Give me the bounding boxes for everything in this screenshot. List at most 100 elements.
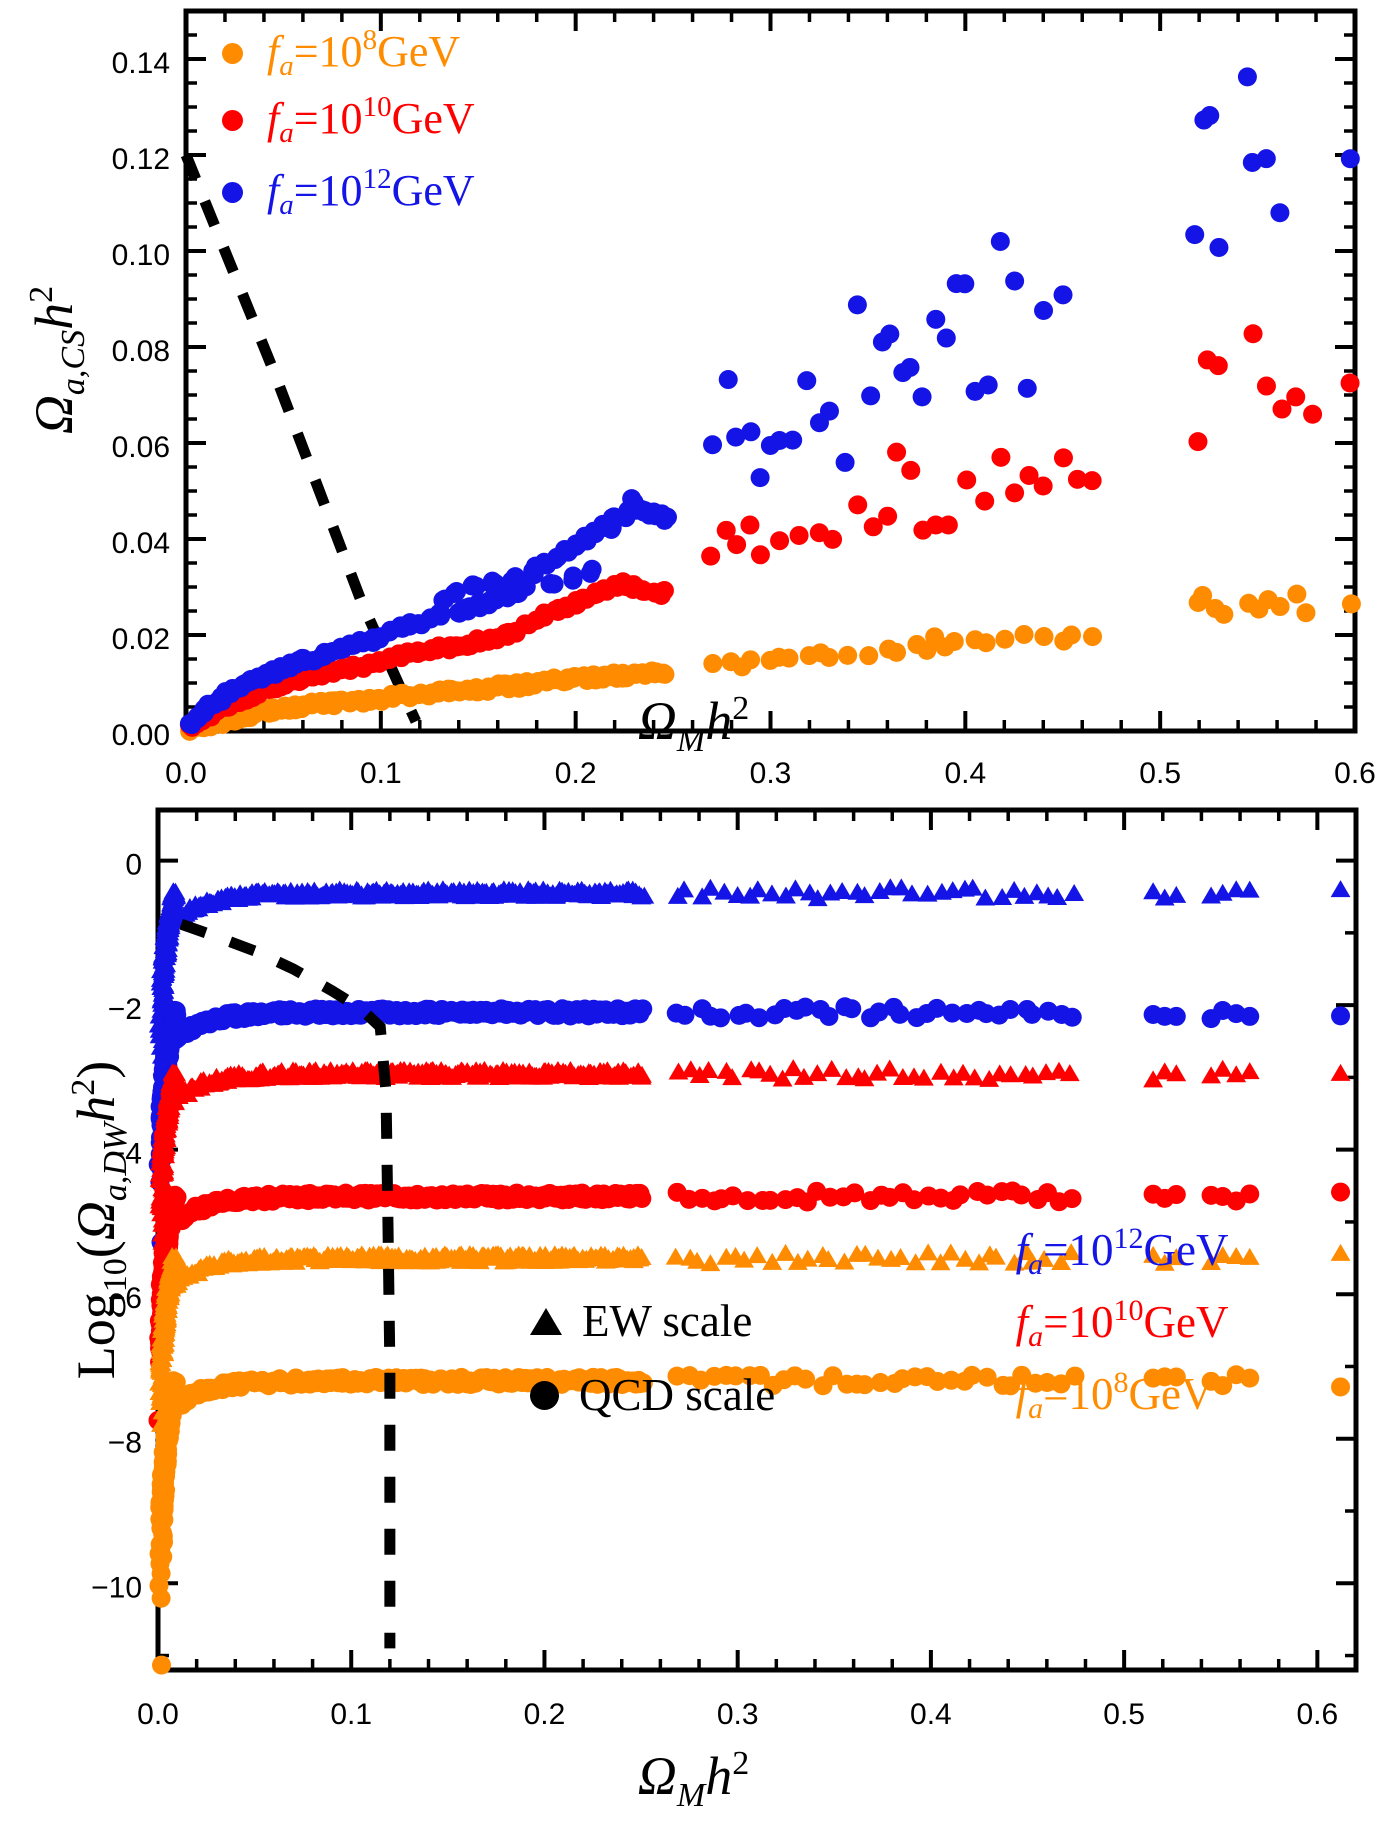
bottom-panel: Log10(Ωa,DWh2) ΩMh2 0.0 0.1 0.2 0.3 0.4 0.5 0.… — [0, 790, 1387, 1840]
legend-marker-circle-icon — [222, 109, 243, 131]
bottom-ytick-label: −2 — [108, 993, 142, 1026]
top-legend-item-0: fa=108GeV — [222, 22, 475, 84]
top-legend-2-f: f — [267, 165, 280, 215]
bottom-xlabel-h: h — [705, 1746, 733, 1806]
top-legend-1-eq: =10 — [293, 93, 363, 143]
top-legend-0-f: f — [267, 26, 280, 76]
bottom-fa-1-exp: 10 — [1113, 1294, 1144, 1327]
top-legend-0-unit: GeV — [377, 26, 461, 76]
bottom-marker-legend-0-label: EW scale — [582, 1296, 753, 1346]
top-legend-1-exp: 10 — [362, 90, 392, 123]
top-xtick-label: 0.3 — [750, 757, 792, 790]
bottom-fa-legend-item-1: fa=1010GeV — [1016, 1294, 1229, 1366]
bottom-fa-1-unit: GeV — [1143, 1297, 1229, 1347]
bottom-fa-2-sub: a — [1028, 1392, 1044, 1425]
bottom-ylabel-h: h — [66, 1095, 126, 1123]
top-ylabel-omega: Ω — [24, 395, 84, 435]
top-legend-item-1: fa=1010GeV — [222, 84, 475, 156]
bottom-fa-0-exp: 12 — [1113, 1222, 1144, 1255]
top-ylabel: Ωa,CSh2 — [23, 210, 93, 510]
top-xtick-label: 0.1 — [360, 757, 402, 790]
bottom-xtick-label: 0.4 — [910, 1698, 952, 1731]
bottom-fa-2-f: f — [1015, 1369, 1029, 1419]
bottom-band-circle — [148, 997, 1351, 1252]
top-xlabel-sup: 2 — [732, 690, 750, 727]
top-ytick-label: 0.08 — [112, 335, 170, 368]
bottom-fa-0-unit: GeV — [1143, 1225, 1229, 1275]
bottom-ylabel-sup: 2 — [65, 1078, 102, 1096]
bottom-band-triangle — [149, 1243, 1351, 1488]
bottom-fa-2-exp: 8 — [1113, 1366, 1129, 1399]
top-ytick-label: 0.04 — [112, 527, 170, 560]
bottom-marker-legend-item-0: EW scale — [530, 1284, 775, 1358]
bottom-ytick-label: −4 — [108, 1138, 142, 1171]
bottom-xlabel-sub: M — [676, 1777, 706, 1814]
top-xlabel-h: h — [705, 691, 733, 751]
top-xtick-label: 0.5 — [1139, 757, 1181, 790]
bottom-fa-legend-item-0: fa=1012GeV — [1016, 1222, 1229, 1294]
legend-marker-circle-icon — [222, 181, 243, 203]
bottom-fa-legend: fa=1012GeV fa=1010GeV fa=108GeV — [1016, 1222, 1229, 1438]
bottom-xtick-label: 0.2 — [524, 1698, 566, 1731]
bottom-fa-legend-item-2: fa=108GeV — [1016, 1366, 1229, 1438]
top-legend-1-unit: GeV — [391, 93, 475, 143]
bottom-xtick-label: 0.5 — [1103, 1698, 1145, 1731]
bottom-xtick-label: 0.1 — [330, 1698, 372, 1731]
top-legend: fa=108GeV fa=1010GeV fa=1012GeV — [222, 22, 475, 228]
top-legend-item-2: fa=1012GeV — [222, 156, 475, 228]
bottom-ylabel-omega: Ω — [66, 1201, 126, 1241]
top-ylabel-sup: 2 — [23, 285, 60, 303]
top-legend-2-sub: a — [279, 188, 294, 221]
bottom-ytick-label: 0 — [125, 849, 142, 882]
bottom-ylabel-sub: a,DW — [97, 1122, 134, 1202]
bottom-marker-legend-item-1: QCD scale — [530, 1358, 775, 1432]
top-legend-0-exp: 8 — [362, 23, 378, 56]
bottom-xtick-label: 0.6 — [1296, 1698, 1338, 1731]
top-xlabel-sub: M — [676, 722, 706, 759]
bottom-ylabel-close: ) — [66, 1060, 126, 1079]
top-legend-1-sub: a — [279, 116, 294, 149]
bottom-marker-legend: EW scale QCD scale — [530, 1284, 775, 1432]
top-ytick-label: 0.12 — [112, 143, 170, 176]
bottom-xlabel-omega: Ω — [637, 1746, 677, 1806]
top-xtick-label: 0.6 — [1334, 757, 1376, 790]
bottom-ylabel-logsub: 10 — [97, 1258, 134, 1293]
top-ylabel-sub: a,CS — [55, 329, 92, 396]
legend-marker-circle-icon — [222, 42, 243, 64]
top-xlabel: ΩMh2 — [0, 690, 1387, 760]
bottom-fa-0-f: f — [1015, 1225, 1029, 1275]
bottom-band-triangle — [148, 878, 1351, 1132]
top-ytick-label: 0.00 — [112, 719, 170, 752]
bottom-ytick-label: −10 — [91, 1571, 142, 1604]
top-legend-2-exp: 12 — [362, 162, 392, 195]
top-legend-0-sub: a — [279, 49, 294, 82]
bottom-plot-svg: 0.0 0.1 0.2 0.3 0.4 0.5 0.6 0 −2 −4 −6 −8 −10 — [91, 807, 1359, 1731]
top-plot-svg: 0.0 0.1 0.2 0.3 0.4 0.5 0.6 0.00 0.02 0.04 0.06 0.0… — [112, 8, 1376, 790]
bottom-fa-1-f: f — [1015, 1297, 1029, 1347]
top-ytick-label: 0.02 — [112, 623, 170, 656]
top-ylabel-h: h — [24, 302, 84, 330]
top-series-circle — [179, 324, 1360, 737]
top-xtick-label: 0.4 — [944, 757, 986, 790]
bottom-xlabel: ΩMh2 — [0, 1745, 1387, 1815]
bottom-xtick-label: 0.0 — [137, 1698, 179, 1731]
bottom-band-circle — [148, 1181, 1351, 1430]
legend-marker-circle-icon — [530, 1380, 559, 1410]
top-xtick-label: 0.2 — [555, 757, 597, 790]
top-legend-1-f: f — [267, 93, 280, 143]
bottom-ytick-label: −6 — [108, 1282, 142, 1315]
top-legend-0-eq: =10 — [293, 26, 363, 76]
bottom-band-triangle — [149, 1059, 1351, 1304]
top-ytick-label: 0.14 — [112, 47, 170, 80]
bottom-ylabel-open: ( — [66, 1240, 126, 1259]
bottom-fa-0-sub: a — [1028, 1248, 1044, 1281]
bottom-marker-legend-1-label: QCD scale — [579, 1370, 776, 1420]
top-series-circle — [179, 67, 1360, 735]
top-ytick-label: 0.06 — [112, 431, 170, 464]
bottom-band-circle — [149, 1365, 1351, 1675]
top-xtick-label: 0.0 — [165, 757, 207, 790]
top-legend-2-unit: GeV — [391, 165, 475, 215]
legend-marker-triangle-icon — [530, 1307, 562, 1335]
bottom-ytick-label: −8 — [108, 1427, 142, 1460]
bottom-fa-1-sub: a — [1028, 1320, 1044, 1353]
